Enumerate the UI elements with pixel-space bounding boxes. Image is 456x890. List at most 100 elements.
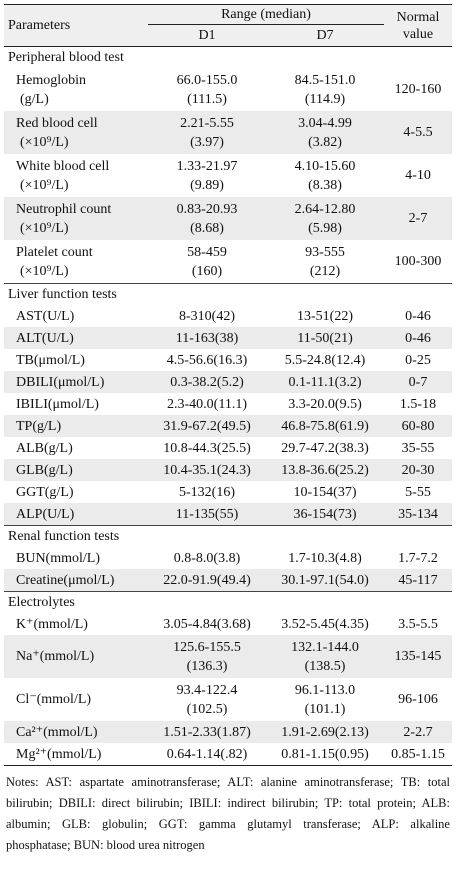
parameter-cell-line1: Ca²⁺(mmol/L) [16,724,98,740]
normal-value-cell-line1: 4-5.5 [403,125,433,140]
parameter-cell: Creatine(μmol/L) [4,569,148,592]
table-row: Cl⁻(mmol/L) 93.4-122.4 (102.5) 96.1-113.0 (1… [4,678,452,721]
d7-cell: 46.8-75.8(61.9) [266,415,384,437]
parameter-cell-line1: Neutrophil count [16,201,112,217]
d1-cell: 31.9-67.2(49.5) [148,415,266,437]
parameter-cell: Platelet count (×10⁹/L) [4,240,148,284]
normal-value-cell-line1: 1.5-18 [399,396,437,412]
d7-cell-line2: (3.82) [308,134,342,150]
table-row: Platelet count (×10⁹/L) 58-459 (160) 93-555 (… [4,240,452,284]
d7-cell: 13.8-36.6(25.2) [266,459,384,481]
d7-cell-line1: 1.7-10.3(4.8) [288,550,362,566]
table-subheader-row: D1 D7 [4,24,452,47]
d1-cell: 10.4-35.1(24.3) [148,459,266,481]
parameter-cell-line2: (g/L) [20,91,49,107]
parameter-cell: Red blood cell (×10⁹/L) [4,111,148,154]
d7-cell-line2: (101.1) [304,701,346,717]
normal-value-cell: 0-46 [384,327,452,349]
parameter-cell-line1: Cl⁻(mmol/L) [16,692,92,707]
d7-cell-line1: 96.1-113.0 [294,682,356,698]
parameter-cell-line1: K⁺(mmol/L) [16,616,88,632]
normal-value-cell-line1: 0.85-1.15 [391,746,445,762]
d7-cell: 29.7-47.2(38.3) [266,437,384,459]
parameter-cell: K⁺(mmol/L) [4,613,148,635]
section-header: Liver function tests [4,283,452,305]
d1-cell: 0.83-20.93 (8.68) [148,197,266,240]
parameter-cell: ALB(g/L) [4,437,148,459]
d7-cell-line2: (114.9) [304,91,346,107]
d7-cell-line1: 3.52-5.45(4.35) [281,616,369,632]
table-row: K⁺(mmol/L) 3.05-4.84(3.68) 3.52-5.45(4.35)… [4,613,452,635]
normal-value-cell-line1: 35-55 [401,440,435,456]
d1-cell: 0.64-1.14(.82) [148,743,266,766]
parameter-cell: ALT(U/L) [4,327,148,349]
d7-cell-line1: 46.8-75.8(61.9) [281,418,369,434]
parameter-cell-line2: (×10⁹/L) [20,134,69,150]
parameter-cell-line1: ALP(U/L) [16,506,75,522]
normal-value-cell-line1: 0-46 [405,308,431,324]
section-header: Peripheral blood test [4,47,452,69]
d1-cell-line1: 8-310(42) [179,308,235,324]
parameter-cell-line1: Na⁺(mmol/L) [16,649,95,664]
d1-cell-line1: 125.6-155.5 [173,639,241,655]
normal-value-cell-line1: 100-300 [394,254,442,269]
normal-value-cell: 2-2.7 [384,721,452,743]
header-d1: D1 [148,24,266,47]
normal-value-cell-line1: 0-7 [408,374,428,390]
d7-cell-line1: 13-51(22) [297,308,353,324]
d7-cell: 11-50(21) [266,327,384,349]
table-row: White blood cell (×10⁹/L) 1.33-21.97 (9.89)… [4,154,452,197]
header-range: Range (median) [148,4,384,25]
table-row: ALP(U/L) 11-135(55) 36-154(73) 35-134 [4,503,452,526]
parameter-cell-line2: (×10⁹/L) [20,220,69,236]
section-title: Peripheral blood test [8,49,124,65]
d1-cell-line2: (3.97) [190,134,224,150]
d7-cell: 13-51(22) [266,305,384,327]
parameter-cell: AST(U/L) [4,305,148,327]
table-header-row: Parameters Range (median) Normal value [4,4,452,47]
d1-cell: 3.05-4.84(3.68) [148,613,266,635]
d1-cell-line1: 10.8-44.3(25.5) [163,440,251,456]
d1-cell-line1: 0.83-20.93 [176,201,238,217]
parameter-cell-line1: White blood cell [16,158,110,174]
lab-results-table: Parameters Range (median) Normal value D1… [4,4,452,766]
normal-value-cell: 35-134 [384,503,452,526]
d1-cell-line1: 22.0-91.9(49.4) [163,572,251,588]
d7-cell-line1: 4.10-15.60 [294,158,356,174]
d7-cell: 0.81-1.15(0.95) [266,743,384,766]
document-page: Parameters Range (median) Normal value D1… [0,4,456,890]
normal-value-cell-line1: 60-80 [401,418,435,434]
parameter-cell: Ca²⁺(mmol/L) [4,721,148,743]
parameter-cell: ALP(U/L) [4,503,148,526]
normal-value-cell: 0-25 [384,349,452,371]
d7-cell: 1.91-2.69(2.13) [266,721,384,743]
d7-cell-line2: (212) [309,263,341,279]
table-row: TP(g/L) 31.9-67.2(49.5) 46.8-75.8(61.9) 60-… [4,415,452,437]
parameter-cell-line1: ALT(U/L) [16,330,74,346]
d1-cell-line1: 0.8-8.0(3.8) [173,550,241,566]
parameter-cell: Na⁺(mmol/L) [4,635,148,678]
parameter-cell: Mg²⁺(mmol/L) [4,743,148,766]
table-row: DBILI(μmol/L) 0.3-38.2(5.2) 0.1-11.1(3.2) 0… [4,371,452,393]
d1-cell-line1: 58-459 [187,244,227,260]
parameter-cell-line1: IBILI(μmol/L) [16,396,99,412]
section-title: Electrolytes [4,591,452,613]
d7-cell-line1: 5.5-24.8(12.4) [284,352,366,368]
d1-cell-line1: 2.21-5.55 [180,115,234,131]
normal-value-cell: 35-55 [384,437,452,459]
normal-value-cell-line1: 20-30 [401,462,435,478]
d7-cell: 2.64-12.80 (5.98) [266,197,384,240]
d7-cell: 3.3-20.0(9.5) [266,393,384,415]
d7-cell: 84.5-151.0 (114.9) [266,68,384,111]
parameter-cell: Cl⁻(mmol/L) [4,678,148,721]
d7-cell: 3.52-5.45(4.35) [266,613,384,635]
d7-cell-line1: 132.1-144.0 [291,639,359,655]
table-row: ALB(g/L) 10.8-44.3(25.5) 29.7-47.2(38.3) 35… [4,437,452,459]
table-body: Peripheral blood test Hemoglobin (g/L) 66.0… [4,47,452,766]
table-row: Hemoglobin (g/L) 66.0-155.0 (111.5) 84.5-151… [4,68,452,111]
normal-value-cell: 1.7-7.2 [384,547,452,569]
table-row: Creatine(μmol/L) 22.0-91.9(49.4) 30.1-97.1… [4,569,452,592]
d1-cell-line1: 2.3-40.0(11.1) [167,396,247,412]
header-range-label: Range (median) [221,7,311,22]
d1-cell: 1.33-21.97 (9.89) [148,154,266,197]
